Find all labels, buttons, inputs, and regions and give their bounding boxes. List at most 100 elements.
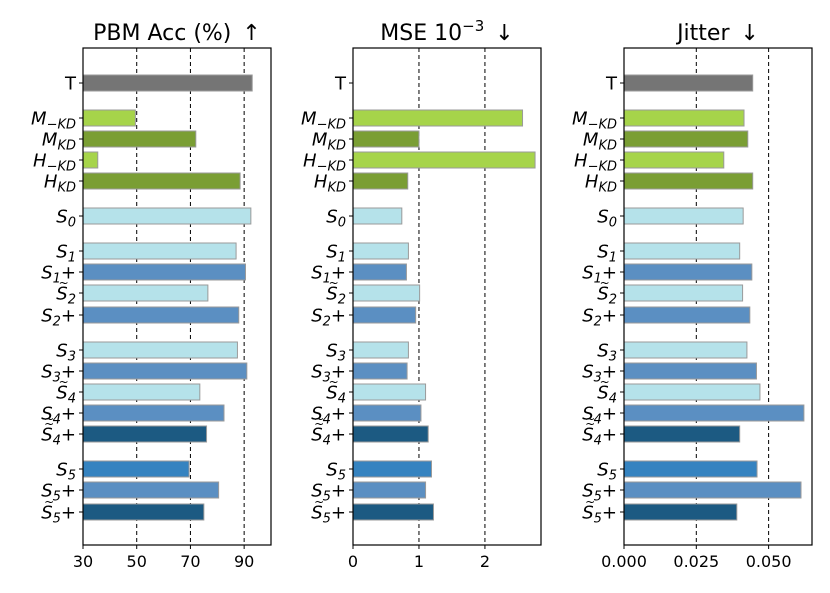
bar-M_-KD: [82, 109, 136, 127]
ytick-label-S_4+: S4+: [582, 404, 617, 428]
bar-S_1+: [352, 263, 407, 281]
bar-S_5: [623, 460, 758, 478]
ytick-label-S_5: S5: [56, 460, 76, 484]
ytick-label-H_-KD: H−KD: [303, 151, 346, 175]
bar-S_0: [82, 207, 252, 225]
ytick-label-H_-KD: H−KD: [574, 151, 617, 175]
ytick-label-H_KD: HKD: [314, 172, 346, 196]
bar-M_KD: [623, 130, 749, 148]
ytick-label-S~_2-tilde: ~: [600, 276, 610, 290]
bar-S~_2: [82, 284, 209, 302]
ytick-label-S~_2-tilde: ~: [59, 276, 69, 290]
ytick-label-T: T: [64, 74, 77, 95]
ytick-label-S~_5+: S5+: [311, 503, 346, 527]
bar-H_-KD: [82, 151, 99, 169]
bar-S_5: [82, 460, 190, 478]
bar-S_2+: [352, 306, 417, 324]
bar-M_KD: [352, 130, 420, 148]
bar-S_1: [623, 242, 741, 260]
ytick-label-S_4+: S4+: [311, 404, 346, 428]
ytick-label-M_KD: MKD: [312, 130, 346, 154]
ytick-label-S_5: S5: [326, 460, 346, 484]
xtick-label: 90: [234, 552, 254, 571]
bar-H_-KD: [623, 151, 725, 169]
bar-M_-KD: [352, 109, 524, 127]
bar-S_5: [352, 460, 432, 478]
ytick-label-T: T: [605, 74, 618, 95]
bar-S~_4: [352, 383, 427, 401]
ytick-label-S~~_4+: S4+: [41, 425, 76, 449]
bar-H_KD: [82, 172, 241, 190]
bar-H_-KD: [352, 151, 536, 169]
ytick-label-S~~_4+: S4+: [582, 425, 617, 449]
bar-S_4+: [82, 404, 225, 422]
ytick-label-S~_5+: S5+: [41, 503, 76, 527]
ytick-label-S~~_4+-tilde: ~: [585, 412, 595, 426]
ytick-label-S~~_4+-tilde: ~: [585, 417, 595, 431]
bar-S_3+: [623, 362, 757, 380]
bar-H_KD: [352, 172, 409, 190]
ytick-label-H_KD: HKD: [44, 172, 76, 196]
bar-T: [623, 74, 754, 92]
axes-frame: [82, 47, 272, 546]
ytick-label-S_0: S0: [597, 207, 617, 231]
bar-S_0: [352, 207, 403, 225]
bar-S_0: [623, 207, 744, 225]
ytick-label-S~_4-tilde: ~: [600, 375, 610, 389]
ytick-label-S_5: S5: [597, 460, 617, 484]
ytick-label-M_KD: MKD: [42, 130, 76, 154]
panel-title: MSE 10−3 ↓: [380, 17, 513, 46]
bar-M_KD: [82, 130, 197, 148]
bar-S_3+: [352, 362, 408, 380]
ytick-label-S~~_4+-tilde: ~: [314, 417, 324, 431]
ytick-label-S~~_4+-tilde: ~: [314, 412, 324, 426]
ytick-label-S~_4-tilde: ~: [59, 375, 69, 389]
ytick-label-S_2+: S2+: [311, 306, 346, 330]
ytick-label-S~_2: S2: [597, 284, 617, 308]
bar-S~_5+: [623, 503, 738, 521]
ytick-label-S_5+: S5+: [311, 481, 346, 505]
bar-S~_4: [82, 383, 201, 401]
ytick-label-S~~_4+-tilde: ~: [44, 412, 54, 426]
bar-S_4+: [623, 404, 805, 422]
ytick-label-S~_2-tilde: ~: [329, 276, 339, 290]
ytick-label-S_4+: S4+: [41, 404, 76, 428]
ytick-label-S_2+: S2+: [41, 306, 76, 330]
xtick-label: 2: [480, 552, 490, 571]
ytick-label-S~_5+-tilde: ~: [314, 495, 324, 509]
panel-2: TM−KDMKDH−KDHKDS0S1S1+S2~S2+S3S3+S4~S4+S…: [301, 17, 542, 571]
panel-1: TM−KDMKDH−KDHKDS0S1S1+S2~S2+S3S3+S4~S4+S…: [31, 21, 272, 571]
ytick-label-S_3+: S3+: [311, 362, 346, 386]
ytick-label-S~_5+-tilde: ~: [44, 495, 54, 509]
ytick-label-S~~_4+-tilde: ~: [44, 417, 54, 431]
ytick-label-S~_4: S4: [597, 383, 617, 407]
bar-S_1+: [82, 263, 246, 281]
ytick-label-S_1: S1: [56, 242, 76, 266]
bar-S_5+: [352, 481, 427, 499]
ytick-label-S~_5+: S5+: [582, 503, 617, 527]
bar-S_4+: [352, 404, 422, 422]
ytick-label-S~_5+-tilde: ~: [585, 495, 595, 509]
ytick-label-S_1+: S1+: [582, 263, 617, 287]
xtick-label: 70: [180, 552, 200, 571]
panel-title: PBM Acc (%) ↑: [93, 21, 261, 46]
ytick-label-S_3: S3: [56, 341, 76, 365]
ytick-label-S_0: S0: [326, 207, 346, 231]
bar-S_1: [82, 242, 237, 260]
ytick-label-S~~_4+: S4+: [311, 425, 346, 449]
bar-S_3: [82, 341, 238, 359]
bar-S_3: [352, 341, 409, 359]
bar-S~_5+: [352, 503, 434, 521]
ytick-label-S~_4: S4: [326, 383, 346, 407]
xtick-label: 30: [73, 552, 93, 571]
bar-S~_4: [623, 383, 761, 401]
bar-H_KD: [623, 172, 754, 190]
ytick-label-M_-KD: M−KD: [301, 109, 346, 133]
axes-frame: [352, 47, 542, 546]
bar-S_5+: [623, 481, 802, 499]
ytick-label-S_2+: S2+: [582, 306, 617, 330]
ytick-label-T: T: [334, 74, 347, 95]
ytick-label-S_3+: S3+: [582, 362, 617, 386]
ytick-label-S_5+: S5+: [41, 481, 76, 505]
bar-S_1+: [623, 263, 753, 281]
